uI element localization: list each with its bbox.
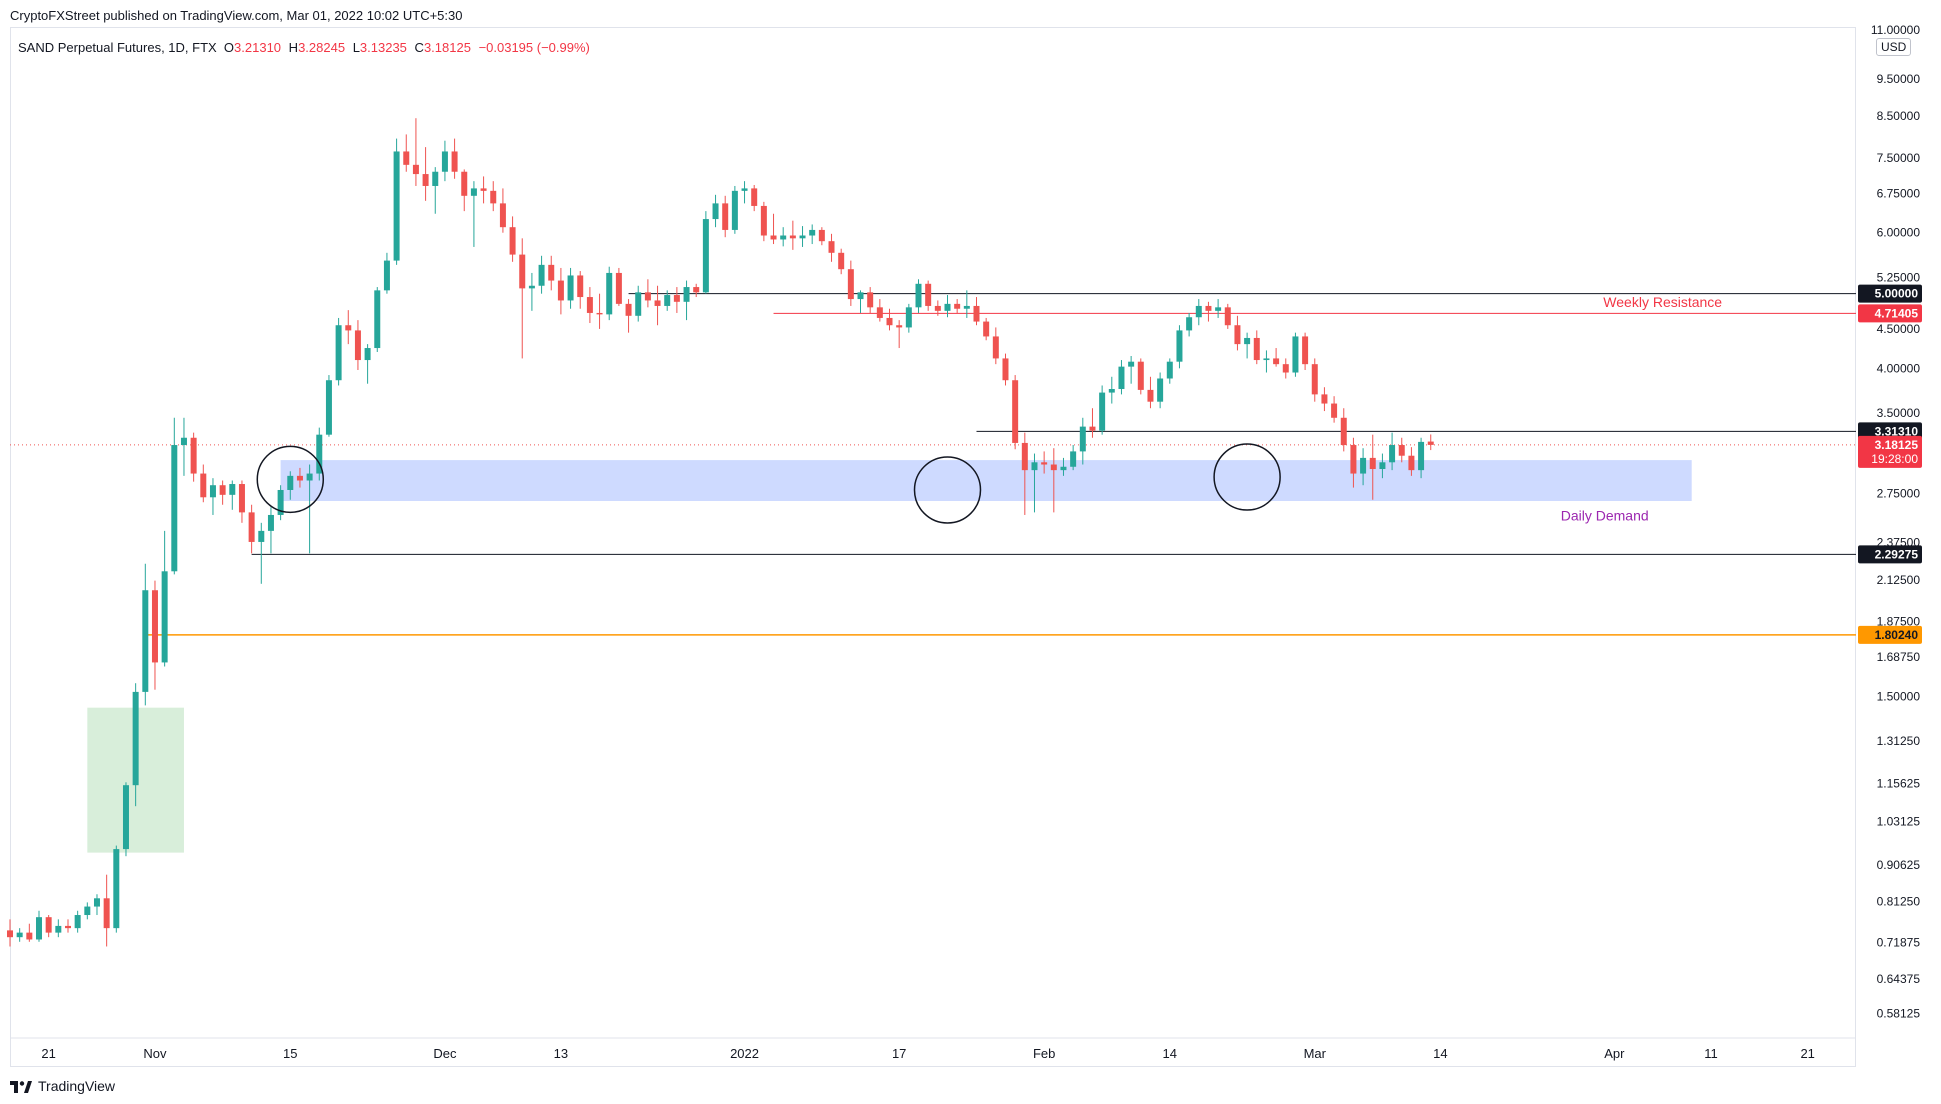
- y-tick-label: 0.81250: [1877, 894, 1921, 908]
- legend-low-label: L: [352, 40, 360, 55]
- symbol-legend: SAND Perpetual Futures, 1D, FTX O3.21310…: [18, 40, 594, 55]
- y-tick-label: 8.50000: [1877, 109, 1921, 123]
- y-tick-label: 1.50000: [1877, 689, 1921, 703]
- chart-panel[interactable]: [10, 27, 1856, 1067]
- legend-change: −0.03195 (−0.99%): [478, 40, 590, 55]
- publisher-caption: CryptoFXStreet published on TradingView.…: [10, 8, 463, 23]
- y-tick-label: 2.37500: [1877, 536, 1921, 550]
- y-tick-label: 6.75000: [1877, 186, 1921, 200]
- tradingview-brand: TradingView: [38, 1078, 116, 1094]
- y-tick-label: 1.68750: [1877, 650, 1921, 664]
- y-tick-label: 9.50000: [1877, 72, 1921, 86]
- tradingview-logo[interactable]: TradingView: [10, 1078, 115, 1094]
- y-tick-label: 11.00000: [1871, 23, 1920, 37]
- price-tag: [1858, 284, 1922, 303]
- price-tag-value: 2.29275: [1875, 547, 1919, 561]
- currency-unit-button[interactable]: USD: [1876, 38, 1912, 56]
- y-tick-label: 1.31250: [1877, 734, 1921, 748]
- price-tag-value: 1.80240: [1875, 628, 1919, 642]
- price-tag-value: 4.71405: [1875, 306, 1919, 320]
- legend-close: 3.18125: [423, 40, 471, 55]
- price-tag-value: 5.00000: [1875, 287, 1919, 301]
- price-tag-value: 3.31310: [1875, 424, 1919, 438]
- y-tick-label: 0.58125: [1877, 1006, 1921, 1020]
- legend-close-label: C: [414, 40, 424, 55]
- legend-low: 3.13235: [359, 40, 407, 55]
- price-tag-countdown: 19:28:00: [1871, 452, 1918, 466]
- y-tick-label: 4.50000: [1877, 322, 1921, 336]
- price-tag: [1858, 422, 1922, 441]
- y-tick-label: 0.71875: [1877, 935, 1921, 949]
- y-tick-label: 0.90625: [1877, 858, 1921, 872]
- tradingview-logo-icon: [10, 1080, 32, 1093]
- y-tick-label: 4.00000: [1877, 361, 1921, 375]
- y-tick-label: 1.03125: [1877, 815, 1921, 829]
- y-tick-label: 1.87500: [1877, 615, 1921, 629]
- price-axis: 11.00000 9.50000 8.50000 7.50000 6.75000 6.00…: [1871, 23, 1920, 1020]
- price-tag-value: 3.18125: [1875, 438, 1919, 452]
- y-tick-label: 7.50000: [1877, 151, 1921, 165]
- y-tick-label: 6.00000: [1877, 226, 1921, 240]
- y-tick-label: 0.64375: [1877, 972, 1921, 986]
- legend-open: 3.21310: [234, 40, 282, 55]
- y-tick-label: 2.12500: [1877, 573, 1921, 587]
- price-tag: [1858, 304, 1922, 323]
- legend-open-label: O: [223, 40, 235, 55]
- price-tag: [1858, 435, 1922, 468]
- y-tick-label: 3.50000: [1877, 406, 1921, 420]
- y-tick-label: 2.75000: [1877, 487, 1921, 501]
- y-tick-label: 1.15625: [1877, 776, 1921, 790]
- legend-symbol: SAND Perpetual Futures, 1D, FTX: [18, 40, 217, 55]
- legend-high: 3.28245: [298, 40, 346, 55]
- y-tick-label: 5.25000: [1877, 270, 1921, 284]
- price-tag: [1858, 625, 1922, 644]
- legend-high-label: H: [288, 40, 299, 55]
- price-tag: [1858, 545, 1922, 564]
